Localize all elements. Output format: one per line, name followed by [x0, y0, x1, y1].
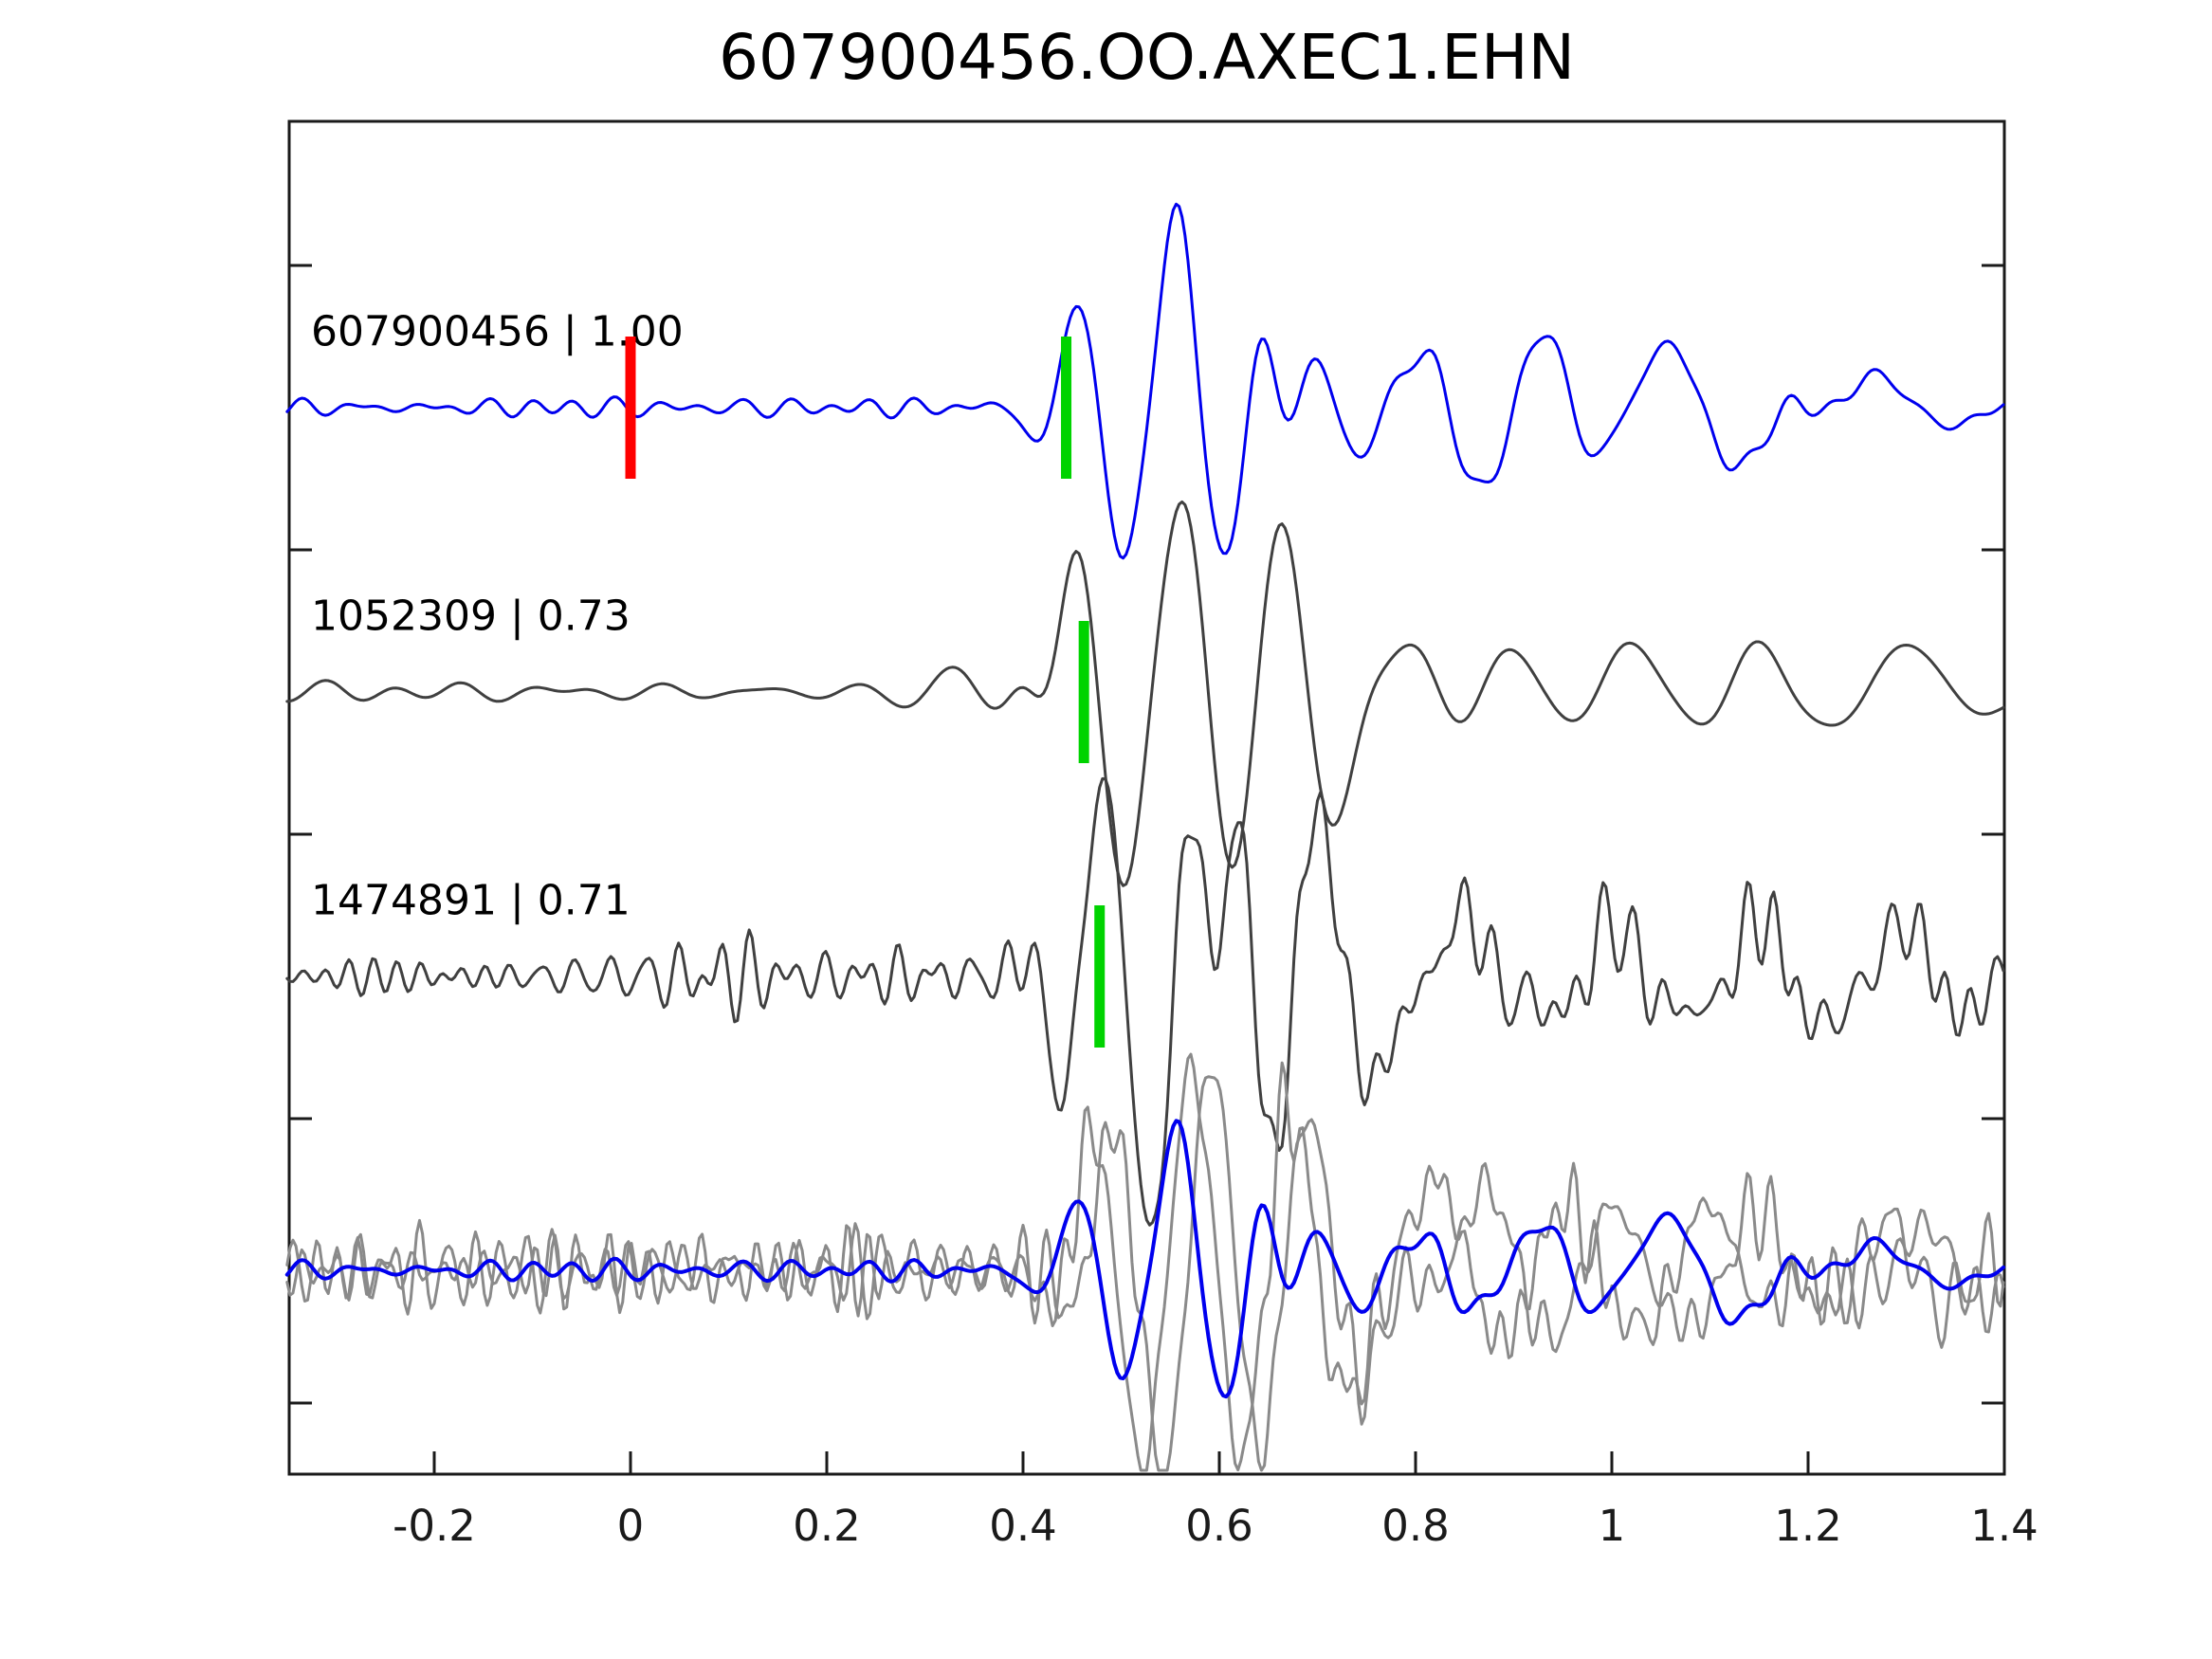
x-tick-label: 0.2 [793, 1501, 861, 1551]
plot-title: 607900456.OO.AXEC1.EHN [719, 21, 1575, 94]
trace-label-template: 607900456 | 1.00 [311, 307, 684, 356]
waveform-trace-607900456 [285, 202, 2005, 560]
x-tick-label: 0.6 [1185, 1501, 1253, 1551]
trace-label-detection-1: 1052309 | 0.73 [311, 592, 631, 641]
x-tick-label: 1 [1598, 1501, 1626, 1551]
overlay-trace-detection-1052309-aligned [285, 1052, 2005, 1472]
x-tick-label: 1.4 [1970, 1501, 2038, 1551]
x-tick-label: 0 [616, 1501, 645, 1551]
waveform-trace-1052309 [285, 500, 2005, 887]
trace-label-detection-2: 1474891 | 0.71 [311, 876, 631, 925]
x-tick-label: -0.2 [393, 1501, 476, 1551]
waveform-trace-1474891 [285, 776, 2005, 1227]
overlay-trace-template-607900456-aligned [284, 1119, 2005, 1399]
x-tick-label: 1.2 [1774, 1501, 1842, 1551]
x-tick-label: 0.8 [1381, 1501, 1450, 1551]
x-tick-label: 0.4 [989, 1501, 1057, 1551]
overlay-trace-detection-1474891-aligned [285, 1075, 2005, 1472]
